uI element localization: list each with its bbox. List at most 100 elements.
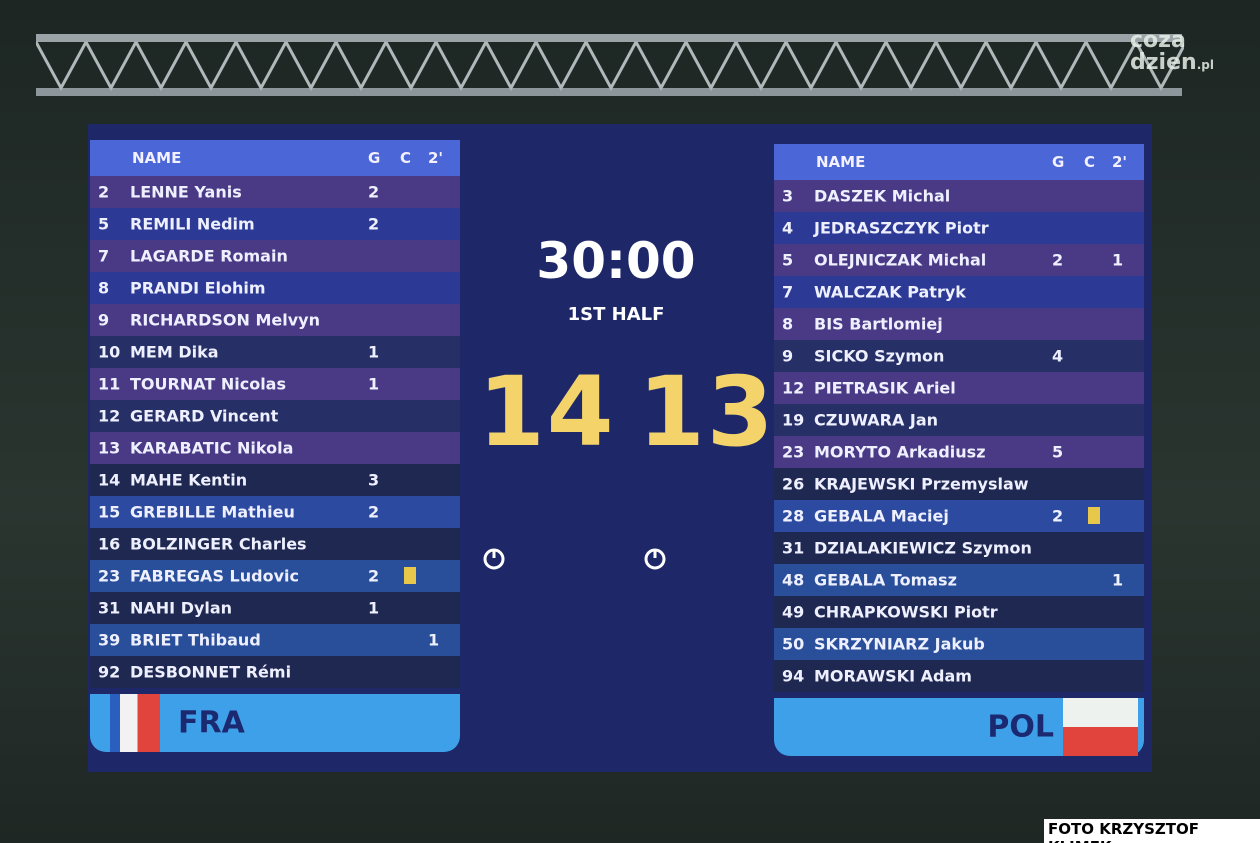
- column-header: G: [368, 149, 381, 167]
- player-name: CZUWARA Jan: [814, 410, 939, 430]
- away-score: 13: [638, 356, 776, 468]
- column-header: NAME: [132, 149, 182, 167]
- player-row: 16 BOLZINGER Charles: [90, 528, 460, 560]
- goals: 2: [368, 566, 380, 586]
- column-header: C: [400, 149, 412, 167]
- goals: 1: [368, 598, 380, 618]
- player-number: 23: [98, 566, 121, 586]
- truss: [36, 34, 1184, 96]
- player-name: TOURNAT Nicolas: [130, 374, 286, 394]
- player-row: 19 CZUWARA Jan: [774, 404, 1144, 436]
- player-name: GEBALA Maciej: [814, 506, 949, 526]
- header-row: NAME G C 2': [90, 140, 460, 176]
- player-row: 48 GEBALA Tomasz 1: [774, 564, 1144, 596]
- player-row: 8 BIS Bartlomiej: [774, 308, 1144, 340]
- player-name: DZIALAKIEWICZ Szymon: [814, 538, 1032, 558]
- player-number: 11: [98, 374, 121, 394]
- player-name: LENNE Yanis: [130, 182, 242, 202]
- column-header: 2': [428, 149, 444, 167]
- player-row: 4 JEDRASZCZYK Piotr: [774, 212, 1144, 244]
- player-number: 5: [782, 250, 794, 270]
- player-row: 5 OLEJNICZAK Michal 2 1: [774, 244, 1144, 276]
- watermark-line: coza: [1130, 28, 1186, 53]
- player-name: GREBILLE Mathieu: [130, 502, 295, 522]
- player-name: BIS Bartlomiej: [814, 314, 943, 334]
- player-number: 7: [782, 282, 794, 302]
- player-row: 28 GEBALA Maciej 2: [774, 500, 1144, 532]
- watermark-line: dzien: [1130, 50, 1197, 75]
- player-name: GERARD Vincent: [130, 406, 279, 426]
- column-header: 2': [1112, 153, 1128, 171]
- player-number: 14: [98, 470, 121, 490]
- yellow-card: [404, 567, 416, 584]
- player-number: 4: [782, 218, 794, 238]
- player-name: MORAWSKI Adam: [814, 666, 972, 686]
- player-row: 8 PRANDI Elohim: [90, 272, 460, 304]
- player-name: MORYTO Arkadiusz: [814, 442, 986, 462]
- player-name: GEBALA Tomasz: [814, 570, 957, 590]
- period: 1ST HALF: [567, 304, 665, 325]
- player-number: 9: [782, 346, 794, 366]
- player-row: 23 MORYTO Arkadiusz 5: [774, 436, 1144, 468]
- column-header: G: [1052, 153, 1065, 171]
- scoreboard: NAME G C 2' 2 LENNE Yanis 2 5 REMILI Nedim 2 7 LAGA…: [88, 124, 1152, 772]
- two-minute: 1: [1112, 570, 1124, 590]
- player-number: 15: [98, 502, 121, 522]
- player-row: 7 WALCZAK Patryk: [774, 276, 1144, 308]
- player-name: SICKO Szymon: [814, 346, 945, 366]
- goals: 2: [368, 182, 380, 202]
- goals: 1: [368, 374, 380, 394]
- player-row: 39 BRIET Thibaud 1: [90, 624, 460, 656]
- player-number: 5: [98, 214, 110, 234]
- player-number: 94: [782, 666, 805, 686]
- two-minute: 1: [428, 630, 440, 650]
- watermark-suffix: .pl: [1196, 58, 1214, 72]
- team-code: POL: [987, 709, 1054, 745]
- player-number: 49: [782, 602, 805, 622]
- player-name: WALCZAK Patryk: [814, 282, 966, 302]
- player-name: NAHI Dylan: [130, 598, 233, 618]
- column-header: C: [1084, 153, 1096, 171]
- flag: [1063, 698, 1138, 756]
- player-number: 26: [782, 474, 805, 494]
- player-name: JEDRASZCZYK Piotr: [814, 218, 989, 238]
- goals: 4: [1052, 346, 1064, 366]
- player-row: 92 DESBONNET Rémi: [90, 656, 460, 688]
- player-name: FABREGAS Ludovic: [130, 566, 299, 586]
- player-row: 94 MORAWSKI Adam: [774, 660, 1144, 692]
- header-row: NAME G C 2': [774, 144, 1144, 180]
- player-number: 19: [782, 410, 805, 430]
- goals: 3: [368, 470, 380, 490]
- player-row: 12 GERARD Vincent: [90, 400, 460, 432]
- player-row: 14 MAHE Kentin 3: [90, 464, 460, 496]
- timeout-icon: [644, 548, 666, 570]
- player-name: BRIET Thibaud: [130, 630, 261, 650]
- player-number: 9: [98, 310, 110, 330]
- player-name: CHRAPKOWSKI Piotr: [814, 602, 998, 622]
- player-number: 7: [98, 246, 110, 266]
- team-panel: NAME G C 2' 2 LENNE Yanis 2 5 REMILI Nedim 2 7 LAGA…: [90, 140, 460, 752]
- player-row: 11 TOURNAT Nicolas 1: [90, 368, 460, 400]
- player-name: PRANDI Elohim: [130, 278, 266, 298]
- player-number: 39: [98, 630, 121, 650]
- player-name: PIETRASIK Ariel: [814, 378, 956, 398]
- team-bar: FRA: [90, 694, 460, 752]
- player-number: 28: [782, 506, 805, 526]
- player-row: 3 DASZEK Michal: [774, 180, 1144, 212]
- player-number: 16: [98, 534, 121, 554]
- photo-credit: FOTO KRZYSZTOF KLIMEK: [1044, 819, 1260, 843]
- player-number: 12: [782, 378, 805, 398]
- player-name: LAGARDE Romain: [130, 246, 288, 266]
- player-name: MAHE Kentin: [130, 470, 248, 490]
- player-row: 31 NAHI Dylan 1: [90, 592, 460, 624]
- player-number: 8: [782, 314, 794, 334]
- player-number: 10: [98, 342, 121, 362]
- player-number: 50: [782, 634, 805, 654]
- player-name: MEM Dika: [130, 342, 219, 362]
- player-number: 2: [98, 182, 110, 202]
- player-row: 9 SICKO Szymon 4: [774, 340, 1144, 372]
- player-number: 12: [98, 406, 121, 426]
- player-name: REMILI Nedim: [130, 214, 255, 234]
- player-number: 31: [98, 598, 121, 618]
